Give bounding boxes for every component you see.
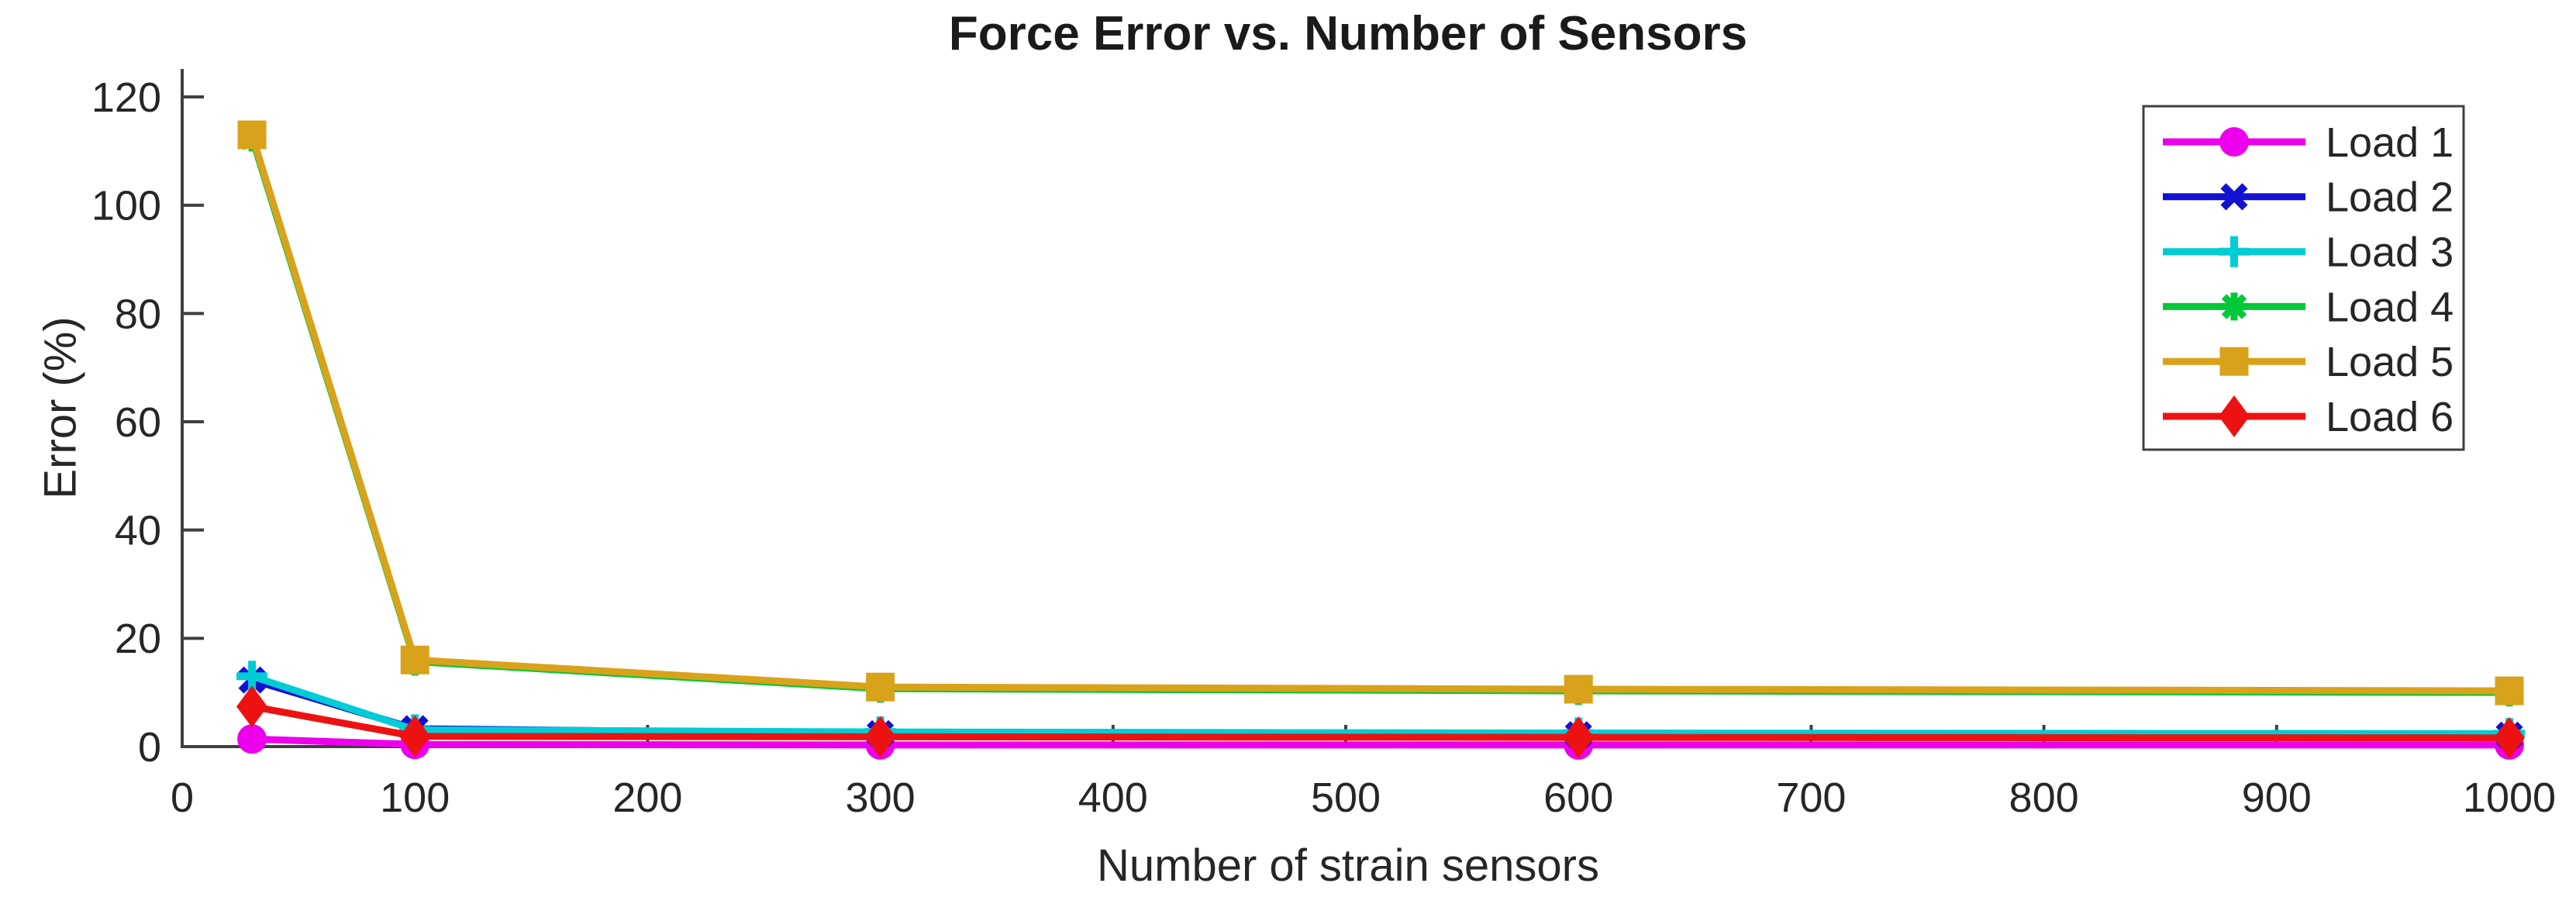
legend-marker-load-4 (2220, 292, 2248, 321)
x-tick-label: 500 (1311, 775, 1381, 821)
legend-item-load-5: Load 5 (2163, 339, 2454, 385)
chart-title: Force Error vs. Number of Sensors (948, 7, 1748, 60)
legend-label: Load 5 (2326, 339, 2454, 385)
legend-item-load-6: Load 6 (2163, 394, 2454, 440)
marker-load-5 (400, 645, 429, 674)
legend-marker-load-6 (2219, 395, 2250, 437)
legend-label: Load 3 (2326, 229, 2454, 276)
legend-item-load-3: Load 3 (2163, 229, 2454, 276)
y-tick-label: 80 (115, 291, 161, 337)
legend-item-load-4: Load 4 (2163, 284, 2454, 330)
legend-item-load-1: Load 1 (2163, 119, 2454, 166)
legend-box (2142, 105, 2465, 451)
marker-load-5 (866, 672, 895, 702)
legend-marker-load-3 (2219, 236, 2250, 267)
x-tick-label: 100 (380, 775, 450, 821)
y-tick-label: 40 (115, 508, 161, 554)
y-tick-label: 100 (91, 183, 161, 229)
x-tick-label: 200 (612, 775, 682, 821)
axes: 0 100 200 300 400 500 600 700 800 900 1000 0 20 40 60 8… (91, 69, 2556, 821)
legend: Load 1 Load 2 Load 3 Load 4 Load 5 Load 6 (2142, 105, 2465, 451)
marker-load-5 (2495, 676, 2524, 706)
x-tick-label: 1000 (2463, 775, 2556, 821)
legend-marker-load-2 (2220, 183, 2248, 211)
marker-load-5 (1564, 674, 1593, 704)
marker-load-1 (237, 724, 267, 754)
legend-label: Load 1 (2326, 119, 2454, 166)
series-load-5 (237, 120, 2524, 706)
legend-item-load-2: Load 2 (2163, 174, 2454, 221)
series-line-load-3 (250, 672, 2510, 737)
legend-label: Load 4 (2326, 284, 2454, 330)
x-tick-label: 700 (1776, 775, 1846, 821)
y-tick-label: 120 (91, 74, 161, 121)
marker-load-6 (864, 716, 896, 758)
legend-label: Load 6 (2326, 394, 2454, 440)
x-tick-label: 800 (2009, 775, 2079, 821)
marker-load-5 (237, 120, 267, 150)
legend-marker-load-5 (2219, 347, 2249, 376)
marker-load-6 (1563, 716, 1595, 759)
y-tick-label: 0 (138, 724, 161, 771)
y-tick-label: 20 (115, 616, 161, 662)
marker-load-6 (2494, 716, 2525, 759)
x-tick-label: 300 (846, 775, 916, 821)
marker-load-6 (236, 685, 268, 728)
x-tick-label: 0 (171, 775, 194, 821)
marker-load-6 (399, 715, 431, 757)
legend-label: Load 2 (2326, 174, 2454, 221)
x-axis-label: Number of strain sensors (1097, 840, 1599, 891)
x-tick-label: 600 (1543, 775, 1613, 821)
series-load-6 (236, 685, 2525, 759)
legend-marker-load-1 (2219, 127, 2249, 157)
y-tick-label: 60 (115, 399, 161, 446)
x-tick-label: 900 (2242, 775, 2312, 821)
x-tick-label: 400 (1078, 775, 1148, 821)
